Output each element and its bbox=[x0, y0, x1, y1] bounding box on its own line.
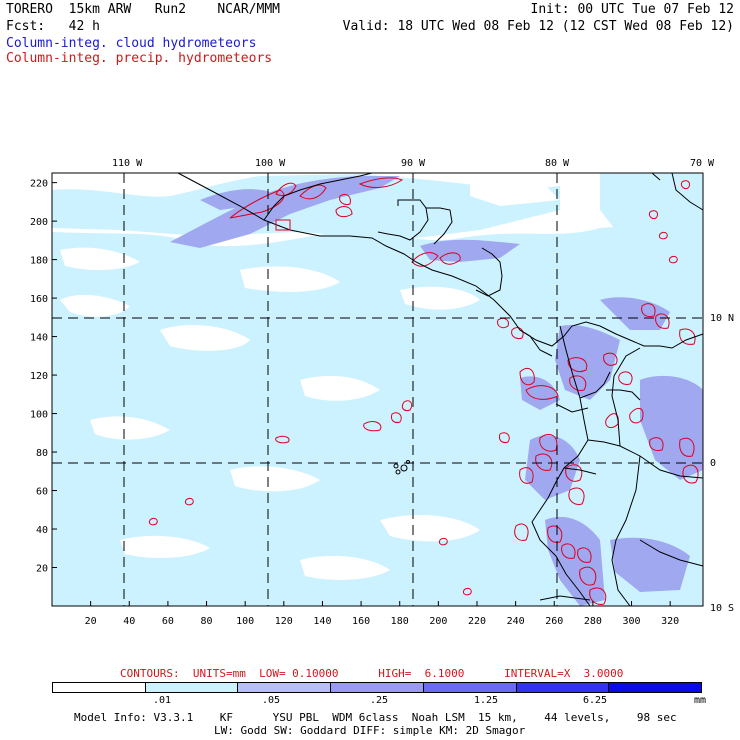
coastlines bbox=[177, 172, 704, 607]
physics-info-line: LW: Godd SW: Goddard DIFF: simple KM: 2D… bbox=[214, 724, 526, 737]
x-index-label: 200 bbox=[429, 616, 447, 627]
y-index-label: 100 bbox=[30, 410, 48, 421]
fcst-label: Fcst: bbox=[6, 19, 46, 34]
lon-label-80w: 80 W bbox=[545, 158, 570, 169]
cbar-label-005: .05 bbox=[262, 695, 281, 706]
valid-time: Valid: 18 UTC Wed 08 Feb 12 (12 CST Wed … bbox=[342, 19, 734, 34]
y-index-label: 80 bbox=[36, 448, 48, 459]
org-label: NCAR/MMM bbox=[217, 2, 280, 17]
map-frame bbox=[51, 172, 704, 607]
x-index-label: 220 bbox=[468, 616, 486, 627]
lon-label-110w: 110 W bbox=[112, 158, 143, 169]
axis-ticks bbox=[52, 182, 671, 606]
cbar-label-001: .01 bbox=[153, 695, 172, 706]
header-line-1: TORERO 15km ARW Run2 NCAR/MMM bbox=[6, 3, 280, 17]
model-name: TORERO bbox=[6, 2, 53, 17]
color-bar-segment bbox=[53, 683, 145, 692]
x-index-label: 260 bbox=[545, 616, 563, 627]
lat-label-10s: 10 S bbox=[710, 603, 734, 614]
x-index-label: 300 bbox=[622, 616, 640, 627]
x-index-label: 120 bbox=[275, 616, 293, 627]
lon-label-90w: 90 W bbox=[401, 158, 426, 169]
y-index-label: 160 bbox=[30, 294, 48, 305]
color-bar-segment bbox=[422, 683, 516, 692]
color-bar bbox=[52, 682, 702, 693]
model-resolution: 15km ARW bbox=[68, 2, 132, 17]
run-label: Run2 bbox=[154, 2, 187, 17]
x-index-label: 60 bbox=[162, 616, 174, 627]
x-index-label: 280 bbox=[584, 616, 602, 627]
y-index-label: 180 bbox=[30, 256, 48, 267]
x-index-label: 160 bbox=[352, 616, 370, 627]
lat-label-0: 0 bbox=[710, 458, 716, 469]
y-index-label: 200 bbox=[30, 217, 48, 228]
latitude-labels: 10 N 0 10 S bbox=[710, 313, 734, 614]
latlon-grid bbox=[52, 173, 703, 606]
longitude-labels: 110 W 100 W 90 W 80 W 70 W bbox=[112, 158, 715, 169]
x-index-label: 320 bbox=[661, 616, 679, 627]
cbar-label-625: 6.25 bbox=[583, 695, 608, 706]
x-index-label: 180 bbox=[391, 616, 409, 627]
lat-label-10n: 10 N bbox=[710, 313, 734, 324]
x-index-label: 80 bbox=[201, 616, 213, 627]
color-bar-segment bbox=[608, 683, 702, 692]
station-box bbox=[275, 219, 291, 231]
color-bar-segment bbox=[330, 683, 423, 692]
weather-map: 110 W 100 W 90 W 80 W 70 W 10 N 0 10 S 2… bbox=[30, 158, 734, 627]
y-index-label: 140 bbox=[30, 333, 48, 344]
y-index-labels: 220 200 180 160 140 120 100 80 60 40 20 bbox=[30, 179, 48, 575]
cbar-label-125: 1.25 bbox=[474, 695, 499, 706]
field-cloud-label: Column-integ. cloud hydrometeors bbox=[6, 36, 257, 51]
forecast-hour: Fcst: 42 h bbox=[6, 20, 100, 34]
x-index-label: 140 bbox=[313, 616, 331, 627]
lon-label-70w: 70 W bbox=[690, 158, 715, 169]
clear-areas bbox=[60, 170, 560, 580]
y-index-label: 120 bbox=[30, 371, 48, 382]
y-index-label: 40 bbox=[36, 525, 48, 536]
model-info-line: Model Info: V3.3.1 KF YSU PBL WDM 6class… bbox=[74, 711, 677, 724]
x-index-labels: 20 40 60 80 100 120 140 160 180 200 220 240 260 280 30… bbox=[85, 616, 680, 627]
y-index-label: 220 bbox=[30, 179, 48, 190]
field-precip-label: Column-integ. precip. hydrometeors bbox=[6, 51, 273, 66]
fcst-value: 42 h bbox=[68, 19, 100, 34]
color-bar-segment bbox=[515, 683, 609, 692]
lon-label-100w: 100 W bbox=[255, 158, 286, 169]
color-bar-segment bbox=[237, 683, 331, 692]
x-index-label: 20 bbox=[85, 616, 97, 627]
cbar-label-025: .25 bbox=[370, 695, 389, 706]
color-bar-segment bbox=[144, 683, 238, 692]
x-index-label: 40 bbox=[123, 616, 135, 627]
cbar-units: mm bbox=[694, 695, 707, 706]
y-index-label: 60 bbox=[36, 487, 48, 498]
x-index-label: 240 bbox=[507, 616, 525, 627]
init-time: Init: 00 UTC Tue 07 Feb 12 bbox=[530, 2, 735, 17]
y-index-label: 20 bbox=[36, 564, 48, 575]
x-index-label: 100 bbox=[236, 616, 254, 627]
contour-info: CONTOURS: UNITS=mm LOW= 0.10000 HIGH= 6.… bbox=[120, 667, 624, 680]
